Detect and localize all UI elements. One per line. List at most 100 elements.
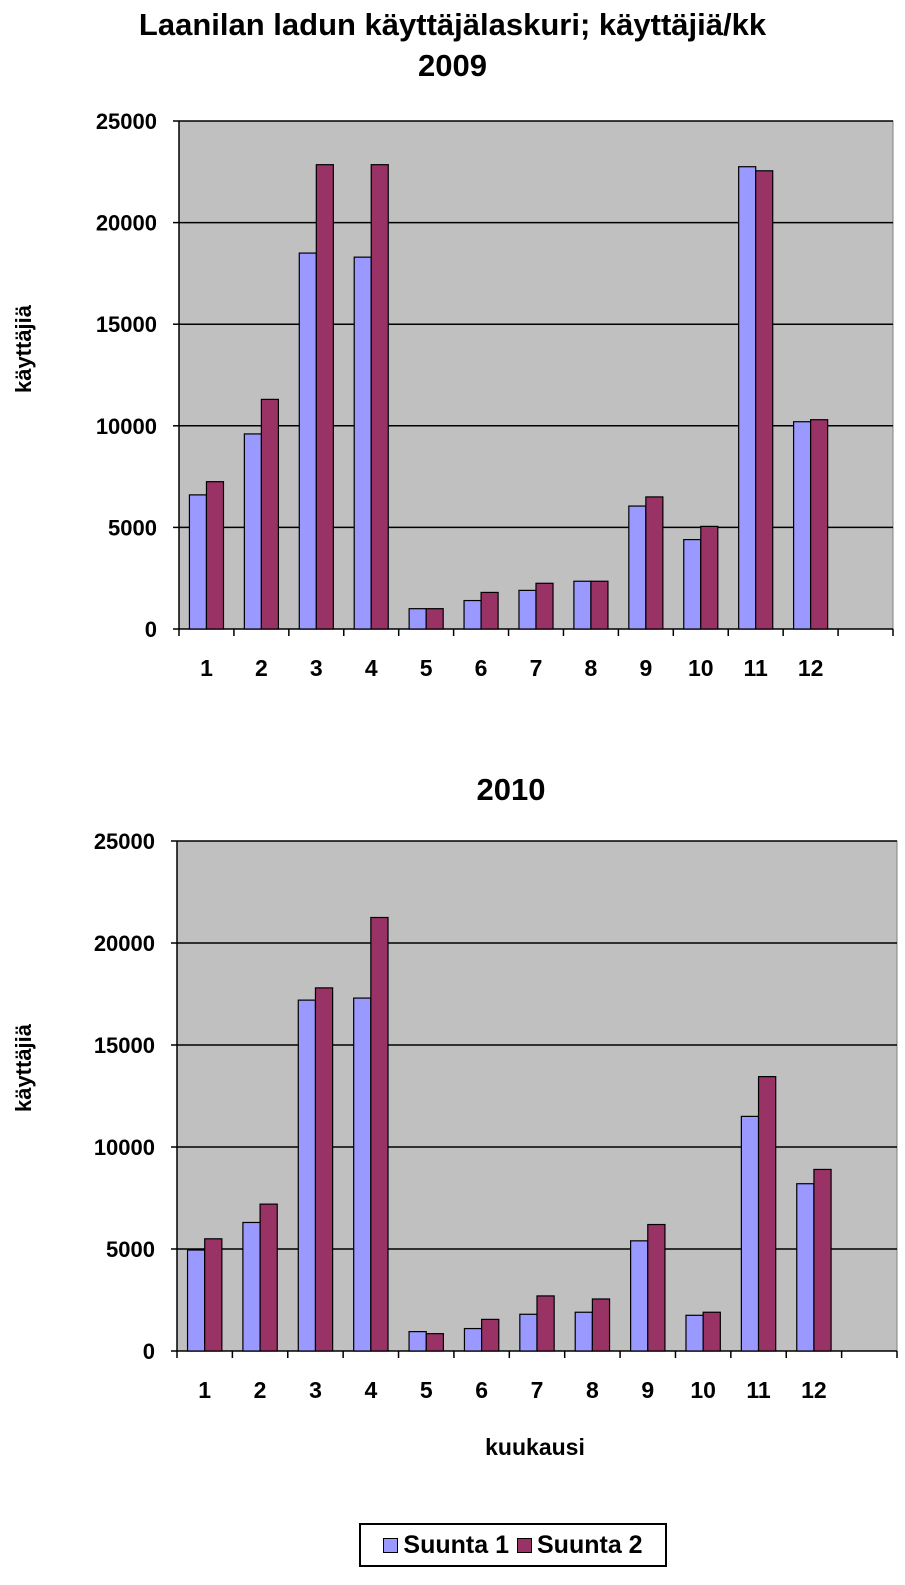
chart-1-y-tick-label: 0 bbox=[145, 617, 157, 642]
chart-2-x-tick-label: 12 bbox=[801, 1377, 827, 1403]
chart-1-bar-series-1-cat-2 bbox=[243, 433, 262, 630]
chart-2-x-tick-label: 7 bbox=[531, 1377, 544, 1403]
chart-1-x-tick-label: 11 bbox=[744, 655, 769, 681]
chart-2-bar-series-1-cat-6 bbox=[463, 1327, 483, 1352]
chart-2-bar-series-1-cat-1 bbox=[186, 1249, 206, 1352]
legend-swatch-suunta-1 bbox=[383, 1537, 399, 1553]
chart-1-bar-series-1-cat-4 bbox=[353, 256, 372, 630]
chart-1-bar-series-2-cat-8 bbox=[590, 580, 609, 630]
chart-1-y-tick-label: 5000 bbox=[108, 515, 157, 540]
chart-1-y-tick-label: 25000 bbox=[96, 109, 157, 134]
chart-2-y-tick-label: 25000 bbox=[94, 829, 155, 854]
legend-label-suunta-2: Suunta 2 bbox=[537, 1530, 643, 1559]
chart-1-bar-series-2-cat-5 bbox=[425, 608, 444, 630]
chart-2-bar-series-1-cat-10 bbox=[685, 1314, 704, 1352]
chart-2-bar-series-1-cat-11 bbox=[740, 1115, 760, 1352]
chart-1-x-tick-label: 8 bbox=[585, 655, 598, 681]
chart-1-y-axis-label: käyttäjiä bbox=[11, 304, 36, 393]
chart-1-bar-series-1-cat-10 bbox=[683, 538, 702, 630]
chart-1-bar-series-2-cat-6 bbox=[480, 591, 499, 630]
chart-2-bar-series-1-cat-8 bbox=[574, 1311, 593, 1352]
chart-2-x-tick-label: 6 bbox=[475, 1377, 488, 1403]
chart-1-bar-series-2-cat-9 bbox=[645, 496, 664, 630]
chart-1-bar-series-1-cat-9 bbox=[628, 505, 647, 630]
chart-2-y-tick-label: 20000 bbox=[94, 931, 155, 956]
chart-2-y-tick-label: 0 bbox=[143, 1339, 155, 1364]
chart-2-bar-series-2-cat-1 bbox=[204, 1238, 223, 1352]
chart-2-bar-series-2-cat-9 bbox=[647, 1223, 666, 1352]
chart-2-bar-series-2-cat-8 bbox=[591, 1298, 611, 1352]
chart-1-bar-series-1-cat-5 bbox=[408, 608, 427, 630]
chart-2-x-tick-label: 4 bbox=[364, 1377, 377, 1403]
chart-1-bar-series-1-cat-3 bbox=[298, 252, 317, 630]
legend-swatch-suunta-2 bbox=[517, 1537, 532, 1553]
chart-2-bar-series-2-cat-5 bbox=[425, 1333, 445, 1352]
chart-2-bar-series-2-cat-12 bbox=[813, 1168, 832, 1352]
chart-2-y-tick-label: 5000 bbox=[106, 1237, 155, 1262]
chart-1-x-tick-label: 4 bbox=[365, 655, 378, 681]
chart-1-x-tick-label: 9 bbox=[639, 655, 652, 681]
chart-1-x-tick-label: 5 bbox=[420, 655, 433, 681]
chart-1-bar-series-2-cat-4 bbox=[370, 164, 389, 630]
main-title-line-1: Laanilan ladun käyttäjälaskuri; käyttäji… bbox=[138, 7, 767, 42]
chart-2-bar-series-2-cat-11 bbox=[757, 1076, 777, 1352]
chart-1-bar-series-2-cat-11 bbox=[755, 170, 774, 630]
chart-2-x-tick-label: 8 bbox=[586, 1377, 599, 1403]
legend: Suunta 1 Suunta 2 bbox=[359, 1523, 667, 1567]
chart-2-x-tick-label: 2 bbox=[254, 1377, 267, 1403]
chart-1-bar-series-1-cat-8 bbox=[573, 580, 592, 630]
chart-1-plot-area bbox=[178, 120, 894, 630]
chart-2-bar-series-1-cat-7 bbox=[519, 1313, 538, 1352]
legend-item-suunta-1: Suunta 1 bbox=[383, 1531, 509, 1560]
chart-2-x-tick-label: 10 bbox=[690, 1377, 716, 1403]
chart-1-y-tick-label: 15000 bbox=[96, 312, 157, 337]
chart-1-bar-series-2-cat-7 bbox=[535, 582, 554, 630]
chart-2-y-tick-label: 10000 bbox=[94, 1135, 155, 1160]
chart-2-bar-series-2-cat-7 bbox=[536, 1295, 555, 1352]
chart-1-x-tick-label: 10 bbox=[688, 655, 714, 681]
chart-2-title: 2010 bbox=[477, 772, 546, 807]
chart-2-x-tick-label: 11 bbox=[746, 1377, 771, 1403]
chart-2-y-axis-label: käyttäjiä bbox=[11, 1023, 36, 1112]
chart-1-bar-series-2-cat-1 bbox=[205, 481, 225, 630]
chart-1-x-tick-label: 2 bbox=[255, 655, 268, 681]
chart-1-bar-series-1-cat-7 bbox=[518, 589, 537, 630]
chart-2-bar-series-2-cat-10 bbox=[702, 1311, 721, 1352]
chart-1-x-tick-label: 12 bbox=[798, 655, 824, 681]
chart-1-bar-series-1-cat-1 bbox=[188, 494, 208, 630]
main-title-line-2: 2009 bbox=[418, 48, 487, 83]
chart-1-bar-series-1-cat-11 bbox=[738, 166, 757, 630]
chart-2-bar-series-2-cat-2 bbox=[259, 1203, 278, 1352]
chart-2-bar-series-2-cat-6 bbox=[481, 1318, 500, 1352]
chart-1-bar-series-2-cat-12 bbox=[810, 419, 829, 630]
chart-2-y-tick-label: 15000 bbox=[94, 1033, 155, 1058]
legend-label-suunta-1: Suunta 1 bbox=[403, 1530, 509, 1559]
legend-item-suunta-2: Suunta 2 bbox=[517, 1531, 643, 1560]
chart-2-bar-series-2-cat-4 bbox=[370, 916, 389, 1352]
chart-2-bar-series-1-cat-9 bbox=[629, 1240, 649, 1352]
chart-1-x-tick-label: 1 bbox=[200, 655, 213, 681]
chart-1-x-tick-label: 7 bbox=[530, 655, 543, 681]
chart-2-bar-series-1-cat-2 bbox=[242, 1221, 261, 1352]
chart-2-bar-series-1-cat-4 bbox=[353, 997, 372, 1352]
chart-2-x-tick-label: 5 bbox=[420, 1377, 433, 1403]
chart-2-x-tick-label: 9 bbox=[641, 1377, 654, 1403]
chart-1-y-tick-label: 10000 bbox=[96, 414, 157, 439]
chart-2-plot-area bbox=[176, 840, 898, 1352]
chart-1-bar-series-2-cat-3 bbox=[315, 164, 334, 630]
chart-2-bar-series-2-cat-3 bbox=[314, 987, 334, 1352]
chart-1-x-tick-label: 6 bbox=[475, 655, 488, 681]
chart-2-bar-series-1-cat-3 bbox=[297, 999, 317, 1352]
chart-main-title: Laanilan ladun käyttäjälaskuri; käyttäji… bbox=[0, 4, 905, 86]
chart-1-y-tick-label: 20000 bbox=[96, 211, 157, 236]
chart-2-x-tick-label: 3 bbox=[309, 1377, 322, 1403]
chart-2-bar-series-1-cat-12 bbox=[796, 1183, 815, 1352]
chart-1-bar-series-2-cat-2 bbox=[260, 398, 280, 630]
chart-1-x-tick-label: 3 bbox=[310, 655, 323, 681]
chart-2-bar-series-1-cat-5 bbox=[408, 1331, 427, 1352]
chart-1-bar-series-1-cat-12 bbox=[792, 421, 812, 630]
chart-1-bar-series-2-cat-10 bbox=[700, 525, 719, 630]
chart-2-x-axis-label: kuukausi bbox=[485, 1434, 585, 1460]
chart-1-bar-series-1-cat-6 bbox=[463, 599, 482, 630]
